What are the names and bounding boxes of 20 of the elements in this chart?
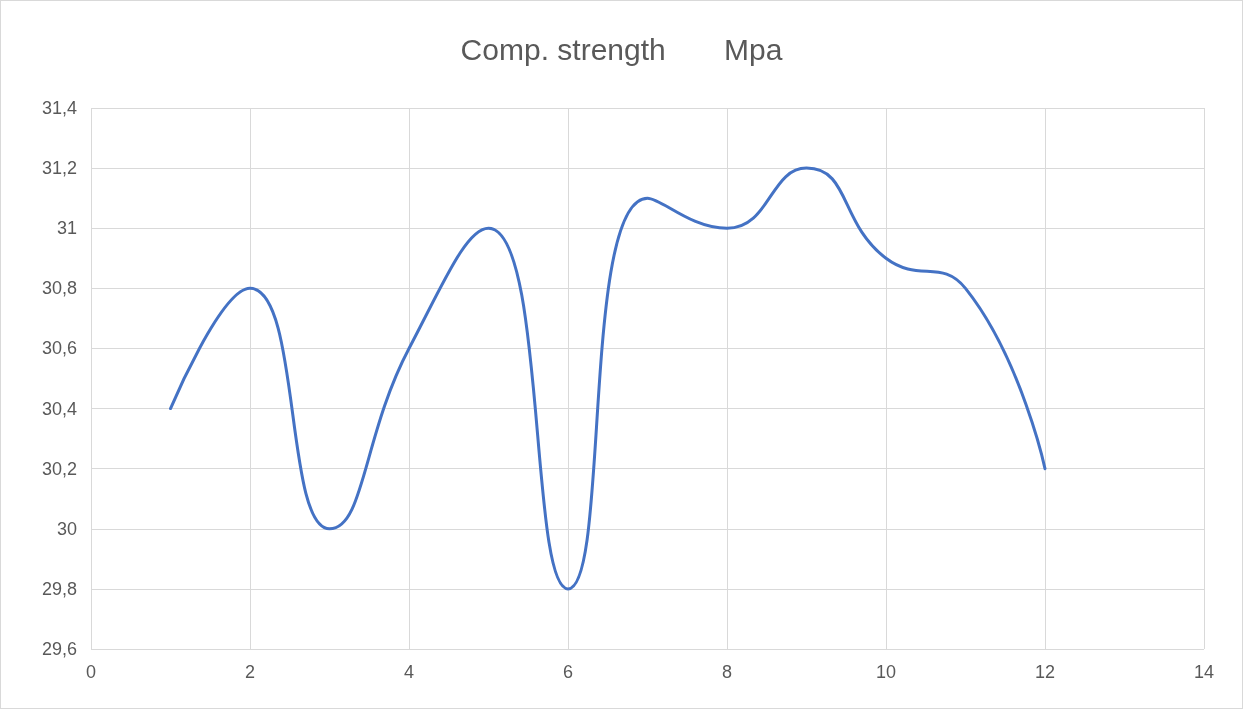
y-tick-label: 30 <box>56 518 77 539</box>
chart-title: Comp. strength Mpa <box>460 32 783 66</box>
x-tick-label: 14 <box>1193 662 1215 682</box>
x-tick-label: 0 <box>85 662 97 682</box>
x-tick-label: 8 <box>721 662 733 682</box>
y-tick-label: 31,2 <box>41 158 77 179</box>
y-tick-label: 30,4 <box>41 398 77 419</box>
y-tick-label: 29,6 <box>41 639 77 659</box>
x-tick-label: 4 <box>403 662 415 682</box>
x-tick-label: 10 <box>875 662 897 682</box>
y-tick-label: 30,2 <box>41 458 77 479</box>
y-tick-label: 31,4 <box>41 98 77 118</box>
y-tick-label: 31 <box>56 218 77 239</box>
x-tick-label: 6 <box>562 662 574 682</box>
y-tick-label: 30,6 <box>41 338 77 359</box>
x-tick-label: 12 <box>1034 662 1056 682</box>
y-tick-label: 29,8 <box>41 578 77 599</box>
line-series <box>169 166 1047 591</box>
x-tick-label: 2 <box>244 662 256 682</box>
y-tick-label: 30,8 <box>41 278 77 299</box>
